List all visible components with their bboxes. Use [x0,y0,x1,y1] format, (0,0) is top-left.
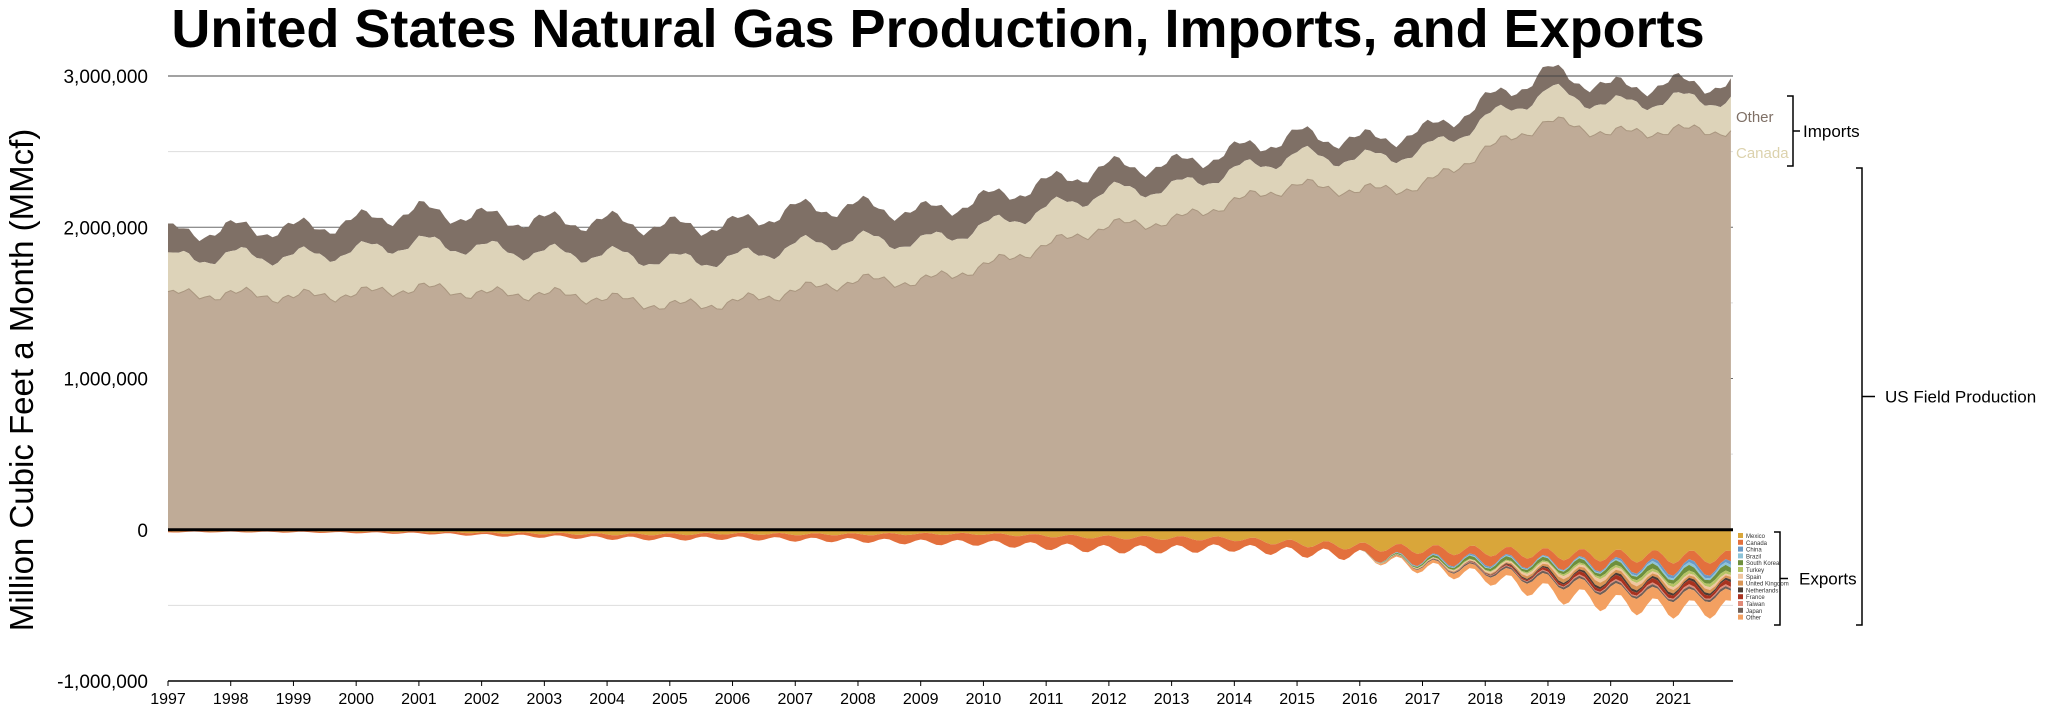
x-tick-label: 2019 [1530,691,1566,708]
x-tick-label: 2005 [652,691,688,708]
legend-label: Taiwan [1746,602,1765,608]
legend-label: Canada [1746,541,1768,547]
x-tick-label: 1997 [150,691,186,708]
label-imports: Imports [1803,122,1860,141]
legend-swatch [1738,614,1743,620]
legend-label: Brazil [1746,554,1761,560]
y-tick-label: 1,000,000 [63,370,148,391]
series-us-field-production [168,117,1731,530]
x-tick-label: 2016 [1342,691,1378,708]
legend-label: South Korea [1746,561,1780,567]
production-edge-line [167,116,1732,310]
x-tick-label: 2017 [1405,691,1441,708]
x-tick-label: 1998 [213,691,249,708]
exports-areas [168,529,1731,619]
legend-label: United Kingdom [1746,582,1789,588]
x-tick-label: 2015 [1279,691,1315,708]
x-tick-label: 2009 [903,691,939,708]
legend-swatch [1738,553,1743,559]
x-tick-label: 2012 [1091,691,1127,708]
x-tick-label: 2007 [777,691,813,708]
y-tick-label: -1,000,000 [57,672,148,693]
bracket-us-field-production [1856,167,1875,626]
legend-label: China [1746,548,1762,554]
legend-swatch [1738,580,1743,586]
x-tick-label: 2003 [527,691,563,708]
legend-swatch [1738,594,1743,600]
bracket-exports [1774,531,1788,626]
label-imports-canada: Canada [1736,145,1789,162]
legend-swatch [1738,533,1743,538]
legend-swatch [1738,573,1743,579]
x-tick-label: 2006 [715,691,751,708]
production-imports-areas [167,64,1732,530]
legend-swatch [1738,546,1743,552]
series-exports-mexico [168,529,1731,564]
legend-swatch [1738,567,1743,572]
annotations: Other Canada Imports US Field Production Exp… [1736,95,2036,626]
y-tick-label: 3,000,000 [63,67,148,88]
legend-label: Other [1746,616,1761,622]
legend-swatch [1738,607,1743,613]
series-imports-other [168,64,1731,268]
chart-title: United States Natural Gas Production, Im… [171,0,1705,59]
legend-label: Spain [1746,575,1761,581]
legend-label: France [1746,595,1765,601]
x-tick-label: 2011 [1029,691,1064,708]
legend-label: Mexico [1746,534,1766,540]
legend-swatch [1738,560,1743,566]
legend-swatch [1738,601,1743,606]
x-tick-label: 1999 [276,691,312,708]
legend-label: Netherlands [1746,588,1778,594]
x-tick-label: 2021 [1656,691,1692,708]
x-tick-label: 2004 [589,691,625,708]
x-tick-label: 2018 [1467,691,1503,708]
series-exports-canada [168,530,1731,576]
y-tick-label: 0 [137,521,148,542]
axes [167,75,1733,686]
legend-label: Turkey [1746,568,1764,574]
x-tick-label: 2002 [464,691,500,708]
x-tick-label: 2001 [401,691,437,708]
x-tick-label: 2013 [1154,691,1190,708]
legend-swatch [1738,587,1743,593]
legend-label: Japan [1746,609,1762,615]
x-tick-label: 2020 [1593,691,1629,708]
label-us-field-production: US Field Production [1885,388,2036,407]
label-exports: Exports [1799,570,1857,589]
series-imports-canada [168,83,1731,310]
axis-tick-labels: 3,000,0002,000,0001,000,0000-1,000,00019… [57,67,1691,708]
x-tick-label: 2000 [338,691,374,708]
y-tick-label: 2,000,000 [63,218,148,239]
legend-swatch [1738,539,1743,545]
bracket-imports [1787,95,1800,167]
x-tick-label: 2014 [1217,691,1253,708]
x-tick-label: 2008 [840,691,876,708]
x-tick-label: 2010 [966,691,1002,708]
label-imports-other: Other [1736,109,1774,126]
